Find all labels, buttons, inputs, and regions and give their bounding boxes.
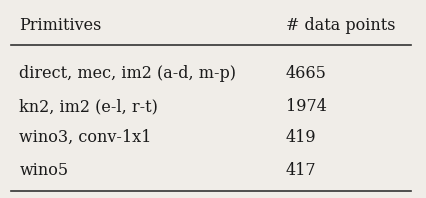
Text: Primitives: Primitives <box>20 17 102 34</box>
Text: wino5: wino5 <box>20 162 69 179</box>
Text: 1974: 1974 <box>286 98 327 115</box>
Text: direct, mec, im2 (a-d, m-p): direct, mec, im2 (a-d, m-p) <box>20 66 236 83</box>
Text: wino3, conv-1x1: wino3, conv-1x1 <box>20 129 152 146</box>
Text: 419: 419 <box>286 129 317 146</box>
Text: # data points: # data points <box>286 17 396 34</box>
Text: 417: 417 <box>286 162 317 179</box>
Text: kn2, im2 (e-l, r-t): kn2, im2 (e-l, r-t) <box>20 98 158 115</box>
Text: 4665: 4665 <box>286 66 327 83</box>
